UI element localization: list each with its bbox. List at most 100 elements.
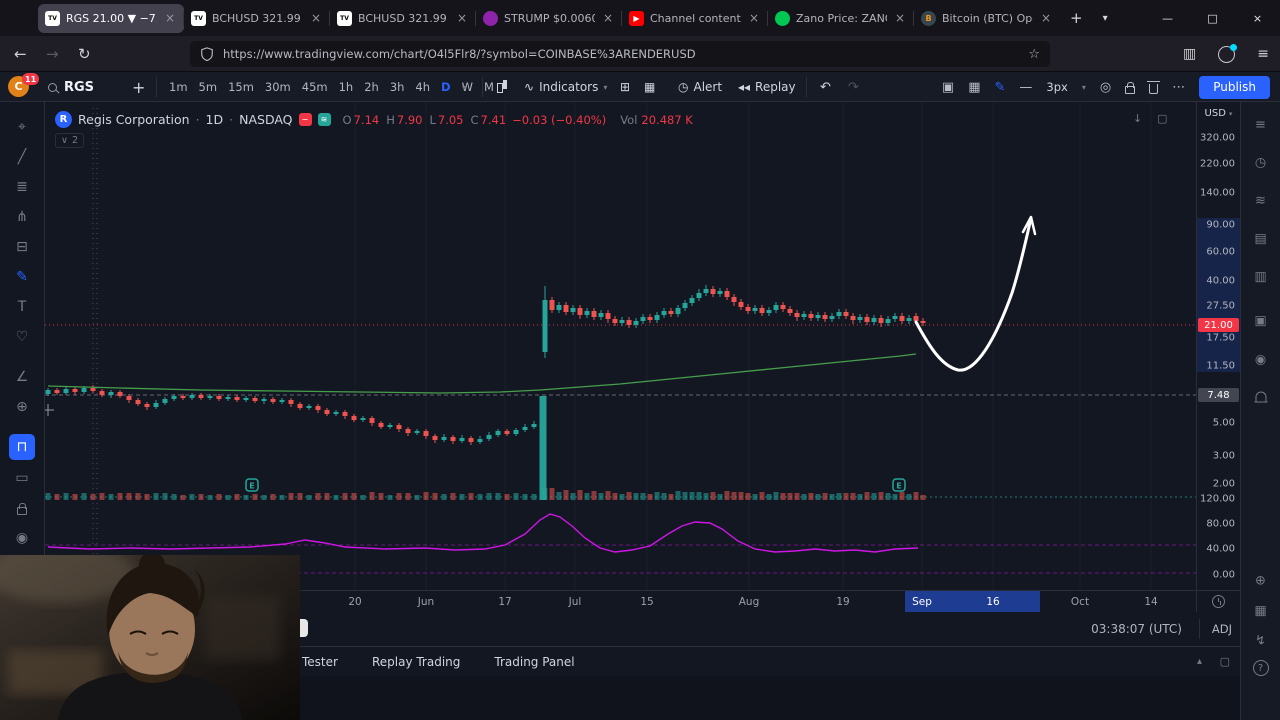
timeframe-4h[interactable]: 4h [415, 80, 431, 94]
undo-icon[interactable]: ↶ [820, 79, 831, 95]
watchlist-icon[interactable]: ≡ [1255, 117, 1266, 133]
news-icon[interactable]: ▤ [1254, 231, 1267, 247]
streams-icon[interactable]: ◉ [1254, 352, 1267, 368]
snapshot-icon[interactable]: ▣ [941, 79, 955, 95]
tab-close-icon[interactable]: × [748, 11, 759, 25]
target-icon[interactable]: ◎ [1099, 79, 1112, 95]
menu-icon[interactable]: ≡ [1257, 46, 1269, 62]
profile-icon[interactable] [1218, 43, 1238, 63]
drawing-ruler-tool[interactable]: ▭ [15, 470, 29, 486]
timeframe-M[interactable]: M [483, 80, 494, 94]
data-window-icon[interactable]: ▥ [1254, 269, 1267, 285]
interval-label[interactable]: 1D [205, 112, 224, 127]
calendar-icon[interactable]: ▦ [1254, 603, 1267, 619]
brush-tool[interactable]: ✎ [16, 269, 28, 285]
pane-collapse-icon[interactable]: ↓ [1133, 112, 1143, 125]
forward-button[interactable]: → [46, 45, 59, 63]
tab-close-icon[interactable]: × [456, 11, 467, 25]
legend-red-toggle[interactable]: − [298, 113, 312, 126]
position-tool[interactable]: ⊟ [16, 239, 28, 255]
browser-tab[interactable]: Zano Price: ZANO Live × [767, 4, 914, 33]
zoom-in-tool[interactable]: ⊕ [16, 399, 28, 415]
browser-tab[interactable]: STRUMP $0.006003 - S × [475, 4, 622, 33]
tab-close-icon[interactable]: × [1040, 11, 1051, 25]
compare-add-icon[interactable]: + [132, 77, 146, 97]
indicator-collapse-pill[interactable]: ∨ 2 [55, 133, 85, 148]
redo-icon[interactable]: ↷ [848, 79, 859, 95]
tab-close-icon[interactable]: × [310, 11, 321, 25]
draw-pencil-icon[interactable]: ✎ [994, 79, 1006, 95]
more-options-icon[interactable]: ⋯ [1172, 79, 1186, 95]
line-width-dash-icon[interactable]: — [1019, 79, 1033, 95]
browser-tab[interactable]: ▶ Channel content - You × [621, 4, 768, 33]
trendline-tool[interactable]: ╱ [17, 149, 27, 165]
indicators-button[interactable]: ∿ Indicators ▾ [524, 72, 607, 102]
adj-toggle[interactable]: ADJ [1198, 619, 1232, 639]
timeframe-5m[interactable]: 5m [198, 80, 218, 94]
shield-icon[interactable] [200, 47, 214, 61]
bookmark-star-icon[interactable]: ☆ [1028, 46, 1040, 62]
notifications-icon[interactable] [1254, 391, 1267, 406]
timezone-clock-icon[interactable] [1212, 595, 1225, 608]
url-bar[interactable]: https://www.tradingview.com/chart/O4l5Fl… [190, 41, 1050, 67]
emoji-tool[interactable]: ♡ [15, 329, 29, 345]
tab-close-icon[interactable]: × [602, 11, 613, 25]
panel-collapse-icon[interactable]: ▴ [1196, 656, 1202, 667]
price-axis[interactable]: USD ▾ 320.00 220.00 140.00 90.00 60.00 40.00 2… [1196, 102, 1240, 612]
indicator-templates-icon[interactable]: ⊞ [620, 80, 631, 94]
measure-tool[interactable]: ∠ [15, 369, 29, 385]
alert-button[interactable]: ◷ Alert [678, 72, 722, 102]
symbol-search[interactable]: RGS [48, 72, 94, 102]
hand-drawn-arrow-head[interactable] [1021, 215, 1037, 236]
close-window-button[interactable]: × [1252, 11, 1263, 25]
library-icon[interactable]: ▥ [1183, 46, 1197, 62]
timeframe-3h[interactable]: 3h [389, 80, 405, 94]
help-icon[interactable]: ? [1252, 660, 1269, 676]
timeframe-1m[interactable]: 1m [169, 80, 188, 94]
text-tool[interactable]: T [17, 299, 27, 315]
bottom-tab-tester[interactable]: Tester [302, 654, 338, 669]
line-width-caret-icon[interactable]: ▾ [1081, 82, 1086, 92]
earnings-marker[interactable] [245, 478, 259, 492]
bottom-tab-replay-trading[interactable]: Replay Trading [371, 654, 461, 669]
timeframe-W[interactable]: W [461, 80, 473, 94]
lock-toolbar-icon[interactable] [1125, 81, 1136, 94]
time-axis-selection[interactable] [905, 591, 1040, 612]
list-all-tabs-icon[interactable]: ▾ [1102, 12, 1108, 24]
tab-close-icon[interactable]: × [164, 11, 175, 25]
timeframe-D[interactable]: D [441, 80, 451, 94]
panel-expand-icon[interactable]: ▢ [1219, 655, 1230, 668]
timeframe-15m[interactable]: 15m [228, 80, 254, 94]
quick-add-icon[interactable]: ⊕ [1255, 573, 1266, 589]
trash-toolbar-icon[interactable] [1147, 80, 1161, 94]
legend-green-toggle[interactable]: ≋ [317, 113, 331, 126]
timeframe-30m[interactable]: 30m [264, 80, 291, 94]
chat-icon[interactable]: ▣ [1254, 313, 1267, 329]
time-axis[interactable]: 20 Jun 17 Jul 15 Aug 19 Sep 16 Oct 14 [45, 590, 1196, 612]
symbol-title[interactable]: Regis Corporation [78, 112, 190, 127]
reload-button[interactable]: ↻ [78, 45, 91, 63]
hide-all-drawings-tool[interactable]: ◉ [15, 530, 29, 546]
currency-dropdown[interactable]: USD ▾ [1197, 108, 1240, 119]
pitchfork-tool[interactable]: ⋔ [16, 209, 28, 225]
pane-maximize-icon[interactable]: ▢ [1157, 112, 1168, 125]
browser-tab[interactable]: TV RGS 21.00 ▼ −7.89% B × [38, 3, 184, 33]
browser-tab[interactable]: TV BCHUSD 321.99 ▼ −0 × [183, 4, 330, 33]
replay-button[interactable]: ◂◂ Replay [738, 72, 796, 102]
minimize-button[interactable]: — [1162, 11, 1173, 25]
timeframe-1h[interactable]: 1h [338, 80, 354, 94]
line-width-value[interactable]: 3px [1046, 80, 1068, 94]
bolt-icon[interactable]: ↯ [1255, 633, 1266, 649]
multichart-layout-icon[interactable]: ▦ [644, 80, 656, 94]
hotlists-icon[interactable]: ≋ [1255, 193, 1266, 209]
back-button[interactable]: ← [14, 45, 27, 63]
maximize-button[interactable]: □ [1207, 11, 1218, 25]
timeframe-45m[interactable]: 45m [301, 80, 328, 94]
browser-tab[interactable]: B Bitcoin (BTC) Open Int × [913, 4, 1060, 33]
magnet-tool[interactable]: ⊓ [9, 434, 35, 460]
new-tab-button[interactable]: + [1070, 9, 1083, 27]
chart-type-icon[interactable] [496, 80, 509, 94]
fib-retracement-tool[interactable]: ≣ [16, 179, 28, 195]
bottom-tab-trading-panel[interactable]: Trading Panel [494, 654, 575, 669]
publish-button[interactable]: Publish [1199, 75, 1270, 99]
